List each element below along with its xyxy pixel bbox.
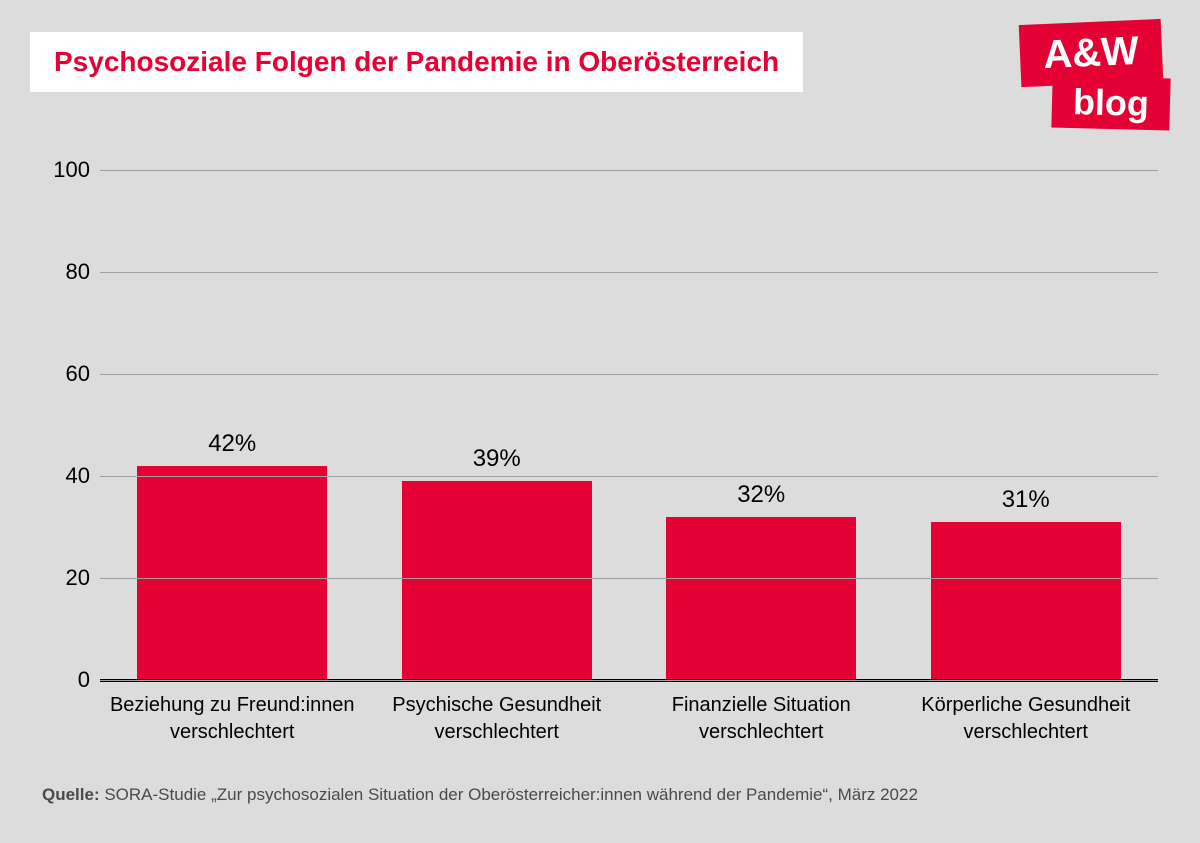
x-tick-label: Psychische Gesundheit verschlechtert [365,692,630,746]
x-tick-label: Finanzielle Situation verschlechtert [629,692,894,746]
x-tick-label-line1: Psychische Gesundheit [392,694,601,716]
x-tick-label-line1: Körperliche Gesundheit [921,694,1130,716]
gridline [100,170,1158,171]
chart-canvas: Psychosoziale Folgen der Pandemie in Obe… [0,0,1200,843]
bar: 32% [666,517,856,680]
plot-area: 42%39%32%31% 020406080100 [100,170,1158,680]
bars-layer: 42% 39% 32% 31% [100,170,1158,680]
gridline [100,476,1158,477]
x-tick-label-line1: Beziehung zu Freund:innen [110,694,355,716]
chart-title: Psychosoziale Folgen der Pandemie in Obe… [54,46,779,78]
bar-value-label: 42% [137,430,327,466]
y-tick-label: 40 [40,463,90,489]
source-text: SORA-Studie „Zur psychosozialen Situatio… [100,785,918,804]
y-tick-label: 100 [40,157,90,183]
gridline [100,374,1158,375]
source-label: Quelle: [42,785,100,804]
gridline [100,272,1158,273]
chart-title-box: Psychosoziale Folgen der Pandemie in Obe… [30,32,803,92]
bar: 39% [402,481,592,680]
x-tick-label-line1: Finanzielle Situation [672,694,851,716]
y-tick-label: 20 [40,565,90,591]
x-axis-labels: Beziehung zu Freund:innenverschlechtertP… [100,692,1158,752]
chart-source-line: Quelle: SORA-Studie „Zur psychosozialen … [42,785,918,805]
logo-bottom-slab: blog [1051,75,1170,130]
gridline [100,680,1158,681]
x-tick-label-line2: verschlechtert [699,721,824,743]
gridline [100,578,1158,579]
x-tick-label-line2: verschlechtert [435,721,560,743]
x-tick-label: Körperliche Gesundheit verschlechtert [894,692,1159,746]
y-tick-label: 60 [40,361,90,387]
y-tick-label: 80 [40,259,90,285]
bar-value-label: 32% [666,481,856,517]
y-tick-label: 0 [40,667,90,693]
x-tick-label: Beziehung zu Freund:innen verschlechtert [100,692,365,746]
aw-blog-logo: A&W blog [1020,22,1170,129]
bar: 31% [931,522,1121,680]
bar: 42% [137,466,327,680]
bar-value-label: 31% [931,486,1121,522]
x-tick-label-line2: verschlechtert [170,721,295,743]
x-tick-label-line2: verschlechtert [964,721,1089,743]
